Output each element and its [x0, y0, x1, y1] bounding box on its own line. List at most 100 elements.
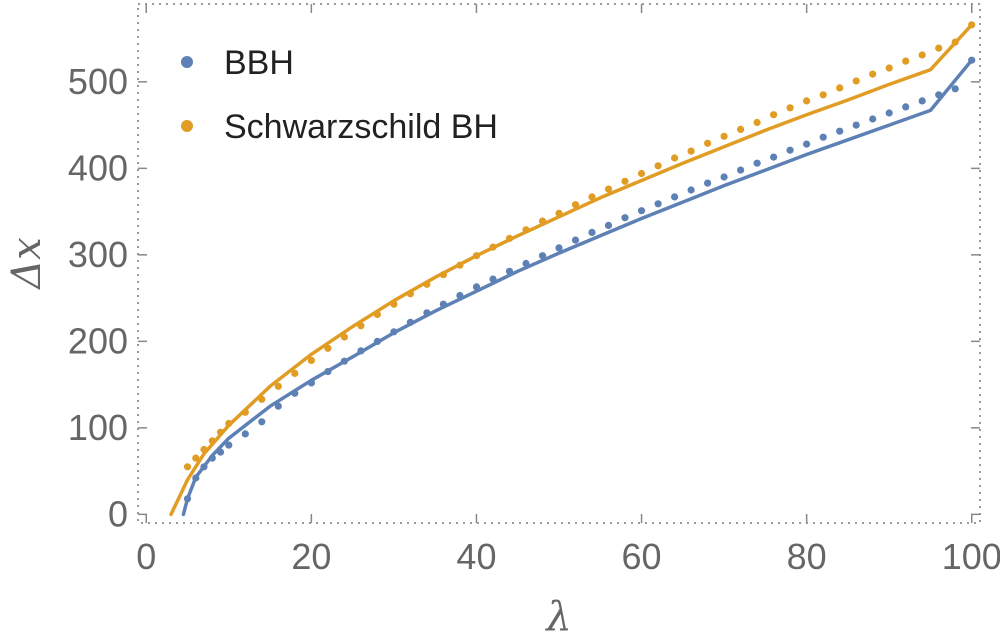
data-point-series-0-1 — [192, 474, 200, 482]
data-point-series-0-45 — [885, 109, 893, 117]
data-point-series-1-19 — [456, 261, 464, 269]
x-tick-label-1: 20 — [291, 536, 331, 577]
data-point-series-0-15 — [390, 328, 398, 336]
data-point-series-1-47 — [918, 51, 926, 59]
data-point-series-0-3 — [208, 454, 216, 462]
data-point-series-0-44 — [869, 115, 877, 123]
data-point-series-1-1 — [192, 454, 200, 462]
data-point-series-1-2 — [200, 445, 208, 454]
data-point-series-1-21 — [489, 243, 497, 251]
x-tick-label-3: 60 — [622, 536, 662, 577]
data-point-series-0-35 — [720, 173, 728, 181]
data-point-series-0-32 — [671, 193, 679, 201]
x-tick-label-4: 80 — [787, 536, 827, 577]
data-point-series-0-17 — [423, 309, 431, 317]
legend-marker-schwarzschild — [181, 120, 193, 132]
data-point-series-0-34 — [704, 179, 712, 187]
data-point-series-1-42 — [836, 84, 844, 92]
plot-layer — [169, 21, 976, 517]
x-tick-label-0: 0 — [136, 536, 156, 577]
data-point-series-0-38 — [770, 153, 778, 161]
data-point-series-1-8 — [274, 382, 282, 390]
data-point-series-1-25 — [555, 209, 563, 217]
data-point-series-0-14 — [373, 337, 381, 345]
data-point-series-0-2 — [200, 463, 208, 471]
data-point-series-0-43 — [852, 121, 860, 129]
fit-line-series-0 — [181, 58, 974, 517]
data-point-series-0-46 — [902, 103, 910, 111]
data-point-series-1-40 — [803, 97, 811, 105]
data-point-series-0-47 — [918, 97, 926, 105]
data-point-series-1-48 — [935, 44, 943, 52]
x-tick-label-2: 40 — [456, 536, 496, 577]
data-point-series-1-33 — [687, 147, 695, 155]
data-point-series-1-32 — [671, 154, 679, 162]
axis-layer: 0 20 40 60 80 100 0 100 200 300 400 500 — [68, 4, 1000, 577]
data-point-series-0-42 — [836, 127, 844, 135]
data-point-series-0-22 — [505, 267, 514, 275]
data-point-series-0-48 — [935, 91, 943, 99]
y-axis-label: Δx — [4, 237, 50, 290]
data-point-series-0-23 — [522, 259, 530, 268]
data-point-series-0-31 — [654, 200, 662, 208]
data-point-series-1-6 — [241, 408, 249, 416]
data-point-series-1-35 — [720, 132, 728, 140]
data-point-series-1-17 — [423, 280, 431, 288]
data-point-series-0-18 — [439, 300, 447, 308]
data-point-series-1-45 — [885, 64, 893, 72]
data-point-series-0-37 — [753, 159, 761, 167]
data-point-series-1-50 — [968, 21, 976, 29]
data-point-series-1-31 — [654, 162, 662, 170]
fit-line-series-1 — [169, 23, 974, 517]
legend-label-schwarzschild: Schwarzschild BH — [224, 108, 498, 146]
data-point-series-0-28 — [604, 221, 613, 229]
data-point-series-0-6 — [241, 430, 249, 438]
data-point-series-0-39 — [786, 146, 794, 154]
y-tick-label-4: 400 — [68, 147, 128, 188]
data-point-series-1-37 — [753, 118, 761, 127]
data-point-series-0-24 — [538, 252, 547, 260]
data-point-series-1-23 — [522, 226, 530, 234]
data-point-series-0-33 — [687, 186, 695, 194]
data-point-series-1-5 — [225, 419, 233, 428]
data-point-series-1-29 — [621, 177, 629, 185]
data-point-series-0-12 — [340, 357, 348, 365]
data-point-series-1-14 — [373, 310, 381, 319]
data-point-series-1-26 — [571, 201, 580, 209]
data-point-series-1-38 — [770, 111, 778, 119]
y-tick-label-1: 100 — [68, 407, 128, 448]
data-point-series-1-3 — [208, 437, 216, 445]
data-point-series-1-28 — [604, 185, 613, 193]
data-point-series-0-40 — [803, 140, 811, 148]
data-point-series-0-19 — [456, 291, 464, 300]
data-point-series-1-18 — [439, 271, 447, 279]
data-point-series-0-21 — [489, 275, 497, 283]
data-point-series-0-20 — [472, 283, 481, 291]
data-point-series-0-16 — [406, 318, 414, 326]
data-point-series-0-0 — [183, 495, 192, 503]
data-point-series-0-25 — [555, 244, 563, 252]
y-tick-label-0: 0 — [108, 493, 128, 534]
data-point-series-0-50 — [968, 56, 976, 64]
data-point-series-1-20 — [472, 252, 481, 260]
data-point-series-0-10 — [307, 379, 315, 387]
data-point-series-1-41 — [819, 91, 827, 99]
data-point-series-0-5 — [225, 441, 233, 449]
data-point-series-0-36 — [737, 166, 745, 174]
data-point-series-0-4 — [216, 448, 225, 456]
data-point-series-1-43 — [852, 77, 860, 85]
data-point-series-0-9 — [291, 389, 299, 397]
data-point-series-1-7 — [258, 395, 266, 403]
data-point-series-1-36 — [737, 125, 745, 133]
data-point-series-0-26 — [571, 236, 580, 244]
data-point-series-0-13 — [357, 347, 365, 355]
data-point-series-1-34 — [704, 139, 712, 147]
data-point-series-1-13 — [357, 322, 365, 330]
data-point-series-1-9 — [291, 369, 299, 377]
y-tick-label-5: 500 — [68, 61, 128, 102]
data-point-series-0-7 — [258, 418, 266, 426]
data-point-series-1-15 — [390, 300, 398, 308]
data-point-series-0-41 — [819, 133, 827, 141]
data-point-series-1-46 — [902, 57, 910, 65]
